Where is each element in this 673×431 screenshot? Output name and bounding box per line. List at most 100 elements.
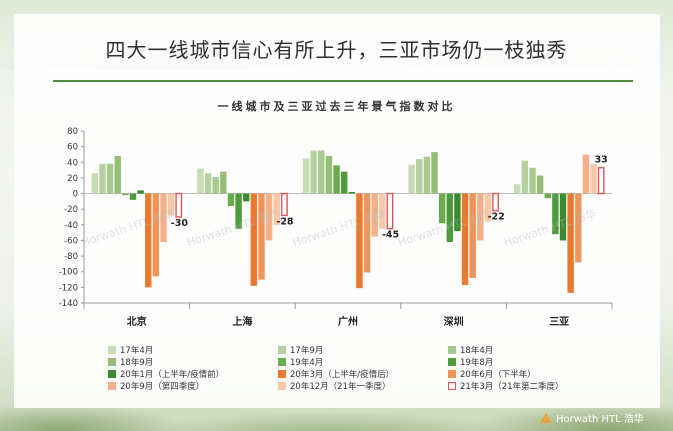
x-category-label: 深圳 [444, 315, 464, 328]
bar [529, 167, 536, 194]
bar [484, 193, 492, 222]
bar [145, 193, 152, 288]
legend-item: 20年9月（第四季度） [108, 380, 278, 392]
legend-label: 18年9月 [120, 357, 154, 368]
bar [521, 160, 529, 194]
legend-swatch [448, 357, 456, 366]
bar [575, 193, 582, 263]
brand-logo: Horwath HTL 浩华 [540, 410, 644, 425]
legend-item: 17年9月 [278, 344, 448, 356]
bar [114, 156, 121, 194]
bar [356, 193, 363, 289]
x-category-label: 三亚 [549, 316, 569, 328]
legend-item: 20年3月（上半年/疫情后） [278, 368, 448, 380]
legend-swatch [108, 381, 116, 390]
bar [122, 193, 129, 196]
bar [99, 163, 106, 194]
bar [243, 193, 250, 202]
bar [423, 156, 431, 194]
legend-item: 19年8月 [448, 356, 628, 368]
legend-item: 18年4月 [448, 344, 628, 356]
bar [152, 193, 160, 277]
bar [167, 193, 175, 216]
bar [250, 193, 258, 286]
bar [514, 184, 521, 194]
bar [408, 164, 415, 194]
bar [318, 150, 325, 194]
legend-label: 17年9月 [290, 345, 324, 356]
chart-legend: 17年4月 17年9月 18年4月 18年9月 19年4月 19年8月 20年1月（上半年/… [108, 344, 628, 392]
legend-swatch [278, 369, 286, 378]
data-label: -30 [171, 218, 189, 229]
y-tick-label: -140 [59, 299, 78, 309]
y-tick-label: 40 [67, 158, 78, 168]
bar [544, 193, 551, 199]
legend-swatch [448, 345, 456, 354]
bar [310, 150, 317, 194]
bar [567, 193, 574, 293]
y-tick-label: -40 [64, 221, 78, 231]
bar [137, 190, 144, 194]
legend-swatch [278, 381, 286, 390]
legend-label: 20年3月（上半年/疫情后） [290, 369, 395, 380]
x-category-label: 广州 [338, 315, 358, 328]
data-label: -28 [276, 216, 294, 227]
bar [302, 158, 310, 194]
bar [597, 167, 605, 195]
headline-divider [53, 80, 633, 82]
bar [197, 168, 204, 194]
bar [129, 193, 137, 200]
legend-item: 17年4月 [108, 344, 278, 356]
bar [220, 171, 227, 194]
bar [325, 156, 333, 194]
bar [371, 193, 378, 237]
bar [265, 193, 273, 241]
y-tick-label: -120 [59, 283, 78, 293]
legend-swatch [108, 345, 116, 354]
data-label: -22 [488, 212, 505, 223]
bar [273, 193, 280, 225]
legend-swatch [108, 369, 116, 378]
legend-label: 18年4月 [460, 345, 494, 356]
legend-item: 18年9月 [108, 356, 278, 368]
bar [175, 192, 183, 218]
y-tick-label: 60 [67, 143, 78, 153]
bar [590, 163, 597, 194]
legend-item: 21年3月（21年第二季度） [448, 380, 628, 392]
bar [454, 193, 461, 232]
legend-item: 19年4月 [278, 356, 448, 368]
bar [552, 193, 559, 235]
brand-triangle-icon [540, 412, 552, 423]
bar [477, 193, 484, 241]
bar [212, 177, 219, 194]
bar [160, 193, 167, 243]
bar [536, 175, 544, 194]
legend-swatch [448, 369, 456, 378]
bar [438, 193, 446, 224]
bar [340, 171, 348, 194]
y-tick-label: -60 [64, 236, 78, 246]
data-label: -45 [382, 230, 399, 241]
bar [379, 193, 386, 229]
legend-swatch [278, 357, 286, 366]
legend-label: 20年6月（下半年） [460, 369, 536, 380]
legend-label: 20年9月（第四季度） [120, 381, 205, 392]
legend-label: 19年8月 [460, 357, 494, 368]
legend-label: 20年12月（21年一季度） [290, 381, 391, 392]
y-tick-label: 20 [67, 174, 78, 184]
x-category-label: 上海 [232, 315, 252, 328]
bar [582, 154, 590, 194]
y-tick-label: -80 [64, 252, 78, 262]
y-tick-label: 80 [67, 127, 78, 137]
y-tick-label: -20 [64, 205, 78, 215]
bar [348, 191, 356, 194]
bar [106, 163, 114, 194]
legend-label: 19年4月 [290, 357, 324, 368]
legend-item: 20年1月（上半年/疫情前） [108, 368, 278, 380]
bar [91, 173, 99, 194]
brand-text: Horwath HTL 浩华 [556, 414, 644, 425]
bar [235, 193, 242, 229]
bar [559, 193, 567, 241]
bar [386, 192, 394, 230]
